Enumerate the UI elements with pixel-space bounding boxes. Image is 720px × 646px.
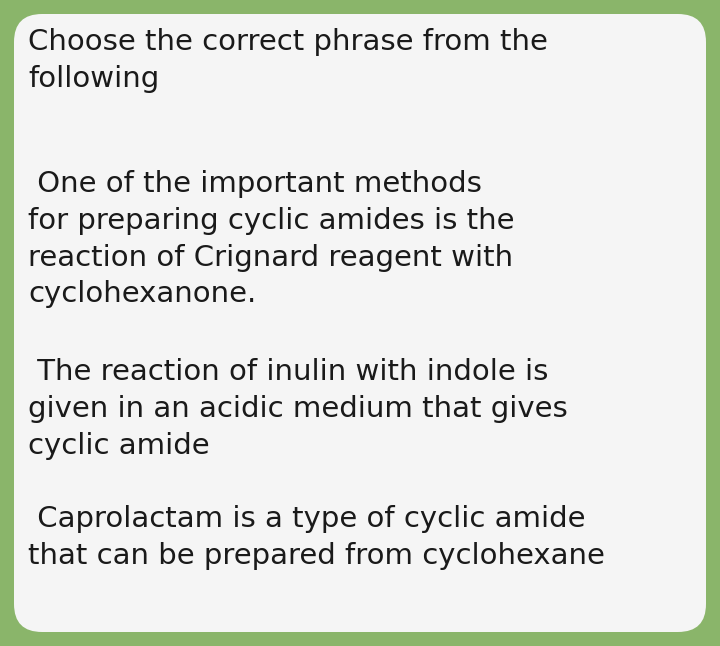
Text: Caprolactam is a type of cyclic amide
that can be prepared from cyclohexane: Caprolactam is a type of cyclic amide th… [28,505,605,570]
Text: The reaction of inulin with indole is
given in an acidic medium that gives
cycli: The reaction of inulin with indole is gi… [28,358,568,459]
Text: Choose the correct phrase from the
following: Choose the correct phrase from the follo… [28,28,548,93]
Text: One of the important methods
for preparing cyclic amides is the
reaction of Crig: One of the important methods for prepari… [28,170,515,308]
FancyBboxPatch shape [14,14,706,632]
